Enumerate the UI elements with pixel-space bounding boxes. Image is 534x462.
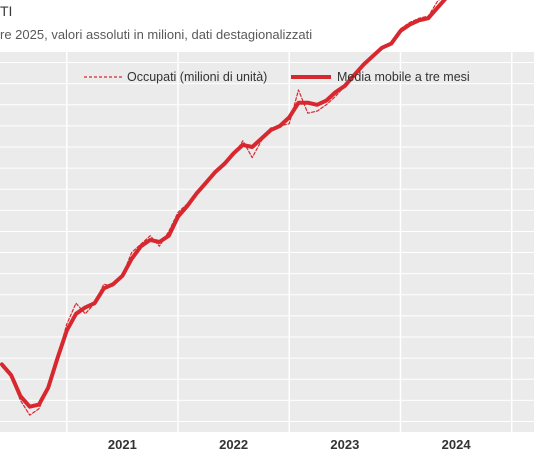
chart-title: TI bbox=[0, 3, 13, 19]
x-tick-label: 2024 bbox=[442, 437, 472, 452]
legend-label-occupati: Occupati (milioni di unità) bbox=[127, 70, 267, 84]
series-layer bbox=[0, 0, 448, 416]
x-tick-label: 2023 bbox=[330, 437, 359, 452]
series-line-occupati bbox=[1, 0, 440, 416]
series-line-media-mobile bbox=[0, 0, 448, 409]
plot-area bbox=[0, 52, 534, 432]
chart-subtitle: re 2025, valori assoluti in milioni, dat… bbox=[0, 27, 313, 42]
x-tick-label: 2022 bbox=[219, 437, 248, 452]
legend: Occupati (milioni di unità) Media mobile… bbox=[84, 70, 470, 84]
x-tick-label: 2021 bbox=[108, 437, 137, 452]
grid-lines bbox=[0, 52, 534, 432]
legend-label-media-mobile: Media mobile a tre mesi bbox=[337, 70, 470, 84]
x-axis: 2021 2022 2023 2024 bbox=[108, 437, 471, 452]
